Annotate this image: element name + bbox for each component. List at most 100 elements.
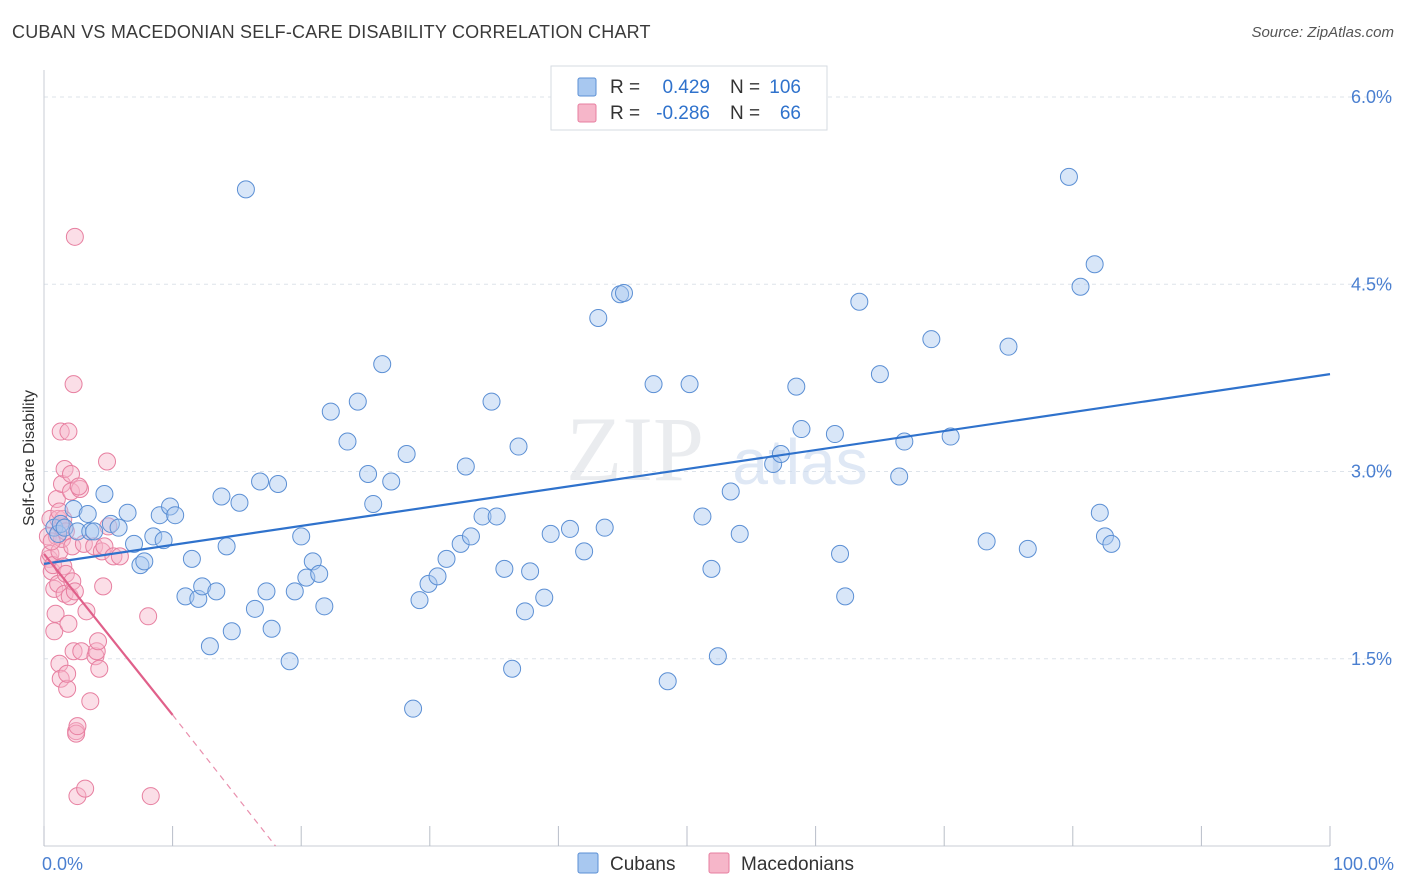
macedonians-point — [58, 679, 77, 698]
macedonians-point — [98, 452, 117, 471]
axes — [43, 70, 1331, 847]
macedonians-point — [45, 622, 64, 641]
cubans-point — [509, 437, 528, 456]
cubans-point — [95, 484, 114, 503]
cubans-point — [495, 559, 514, 578]
cubans-point — [730, 524, 749, 543]
trend-lines — [43, 373, 1331, 847]
cubans-point — [575, 542, 594, 561]
cubans-point — [200, 637, 219, 656]
macedonians-n-value: 66 — [780, 103, 801, 124]
macedonians-trend-extension — [172, 714, 276, 847]
cubans-point — [702, 559, 721, 578]
cubans-point — [166, 506, 185, 525]
x-tick-label: 100.0% — [1333, 854, 1394, 874]
y-axis-label: Self-Care Disability — [21, 390, 38, 526]
macedonians-point — [67, 724, 86, 743]
cubans-point — [397, 445, 416, 464]
tick-labels: 1.5% 3.0% 4.5% 6.0% 0.0% 100.0% — [42, 87, 1394, 874]
cubans-point — [560, 519, 579, 538]
macedonians-n-label: N = — [730, 103, 760, 124]
cubans-point — [541, 524, 560, 543]
cubans-n-value: 106 — [769, 77, 801, 98]
cubans-point — [461, 527, 480, 546]
cubans-point — [359, 464, 378, 483]
cubans-point — [182, 549, 201, 568]
cubans-point — [285, 582, 304, 601]
legend-cubans-swatch — [577, 852, 599, 874]
macedonians-point — [42, 532, 61, 551]
y-tick-label: 6.0% — [1351, 87, 1392, 107]
cubans-point — [515, 602, 534, 621]
cubans-point — [236, 180, 255, 199]
cubans-point — [787, 377, 806, 396]
cubans-point — [693, 507, 712, 526]
cubans-point — [364, 494, 383, 513]
cubans-swatch — [577, 77, 597, 97]
macedonians-r-value: -0.286 — [656, 103, 710, 124]
cubans-point — [658, 672, 677, 691]
macedonians-point — [50, 654, 69, 673]
cubans-r-label: R = — [610, 77, 640, 98]
cubans-point — [1071, 277, 1090, 296]
macedonians-point — [65, 227, 84, 246]
cubans-r-value: 0.429 — [662, 77, 710, 98]
y-tick-label: 4.5% — [1351, 274, 1392, 294]
cubans-point — [708, 647, 727, 666]
y-tick-label: 3.0% — [1351, 462, 1392, 482]
cubans-point — [1102, 534, 1121, 553]
stats-legend: R = 0.429 N = 106 R = -0.286 N = 66 — [550, 65, 828, 131]
cubans-point — [135, 552, 154, 571]
chart-source: Source: ZipAtlas.com — [1251, 24, 1394, 41]
macedonians-point — [81, 692, 100, 711]
cubans-point — [831, 544, 850, 563]
cubans-point — [404, 699, 423, 718]
cubans-point — [473, 507, 492, 526]
cubans-point — [922, 330, 941, 349]
macedonians-point — [141, 787, 160, 806]
cubans-point — [251, 472, 270, 491]
cubans-point — [348, 392, 367, 411]
cubans-point — [999, 337, 1018, 356]
cubans-point — [245, 599, 264, 618]
macedonians-trend-line — [43, 553, 174, 716]
cubans-point — [870, 365, 889, 384]
macedonians-point — [59, 422, 78, 441]
cubans-point — [451, 534, 470, 553]
cubans-point — [890, 467, 909, 486]
series-legend: Cubans Macedonians — [577, 852, 854, 875]
cubans-point — [792, 420, 811, 439]
watermark: ZIP atlas — [566, 398, 868, 500]
chart-title: CUBAN VS MACEDONIAN SELF-CARE DISABILITY… — [12, 22, 651, 42]
cubans-point — [85, 522, 104, 541]
cubans-point — [1090, 503, 1109, 522]
cubans-point — [1059, 167, 1078, 186]
cubans-point — [428, 567, 447, 586]
cubans-point — [230, 493, 249, 512]
cubans-point — [217, 537, 236, 556]
macedonians-swatch — [577, 103, 597, 123]
cubans-point — [977, 532, 996, 551]
cubans-point — [161, 497, 180, 516]
cubans-point — [78, 504, 97, 523]
macedonians-point — [72, 642, 91, 661]
cubans-point — [310, 564, 329, 583]
cubans-point — [321, 402, 340, 421]
macedonians-point — [90, 659, 109, 678]
cubans-point — [721, 482, 740, 501]
cubans-point — [410, 591, 429, 610]
cubans-point — [521, 562, 540, 581]
macedonians-point — [68, 787, 87, 806]
cubans-point — [589, 308, 608, 327]
cubans-point — [280, 652, 299, 671]
cubans-point — [456, 457, 475, 476]
cubans-point — [118, 503, 137, 522]
cubans-point — [257, 582, 276, 601]
cubans-point — [503, 659, 522, 678]
cubans-point — [269, 474, 288, 493]
cubans-n-label: N = — [730, 77, 760, 98]
cubans-point — [64, 499, 83, 518]
cubans-point — [81, 522, 100, 541]
cubans-point — [109, 518, 128, 537]
